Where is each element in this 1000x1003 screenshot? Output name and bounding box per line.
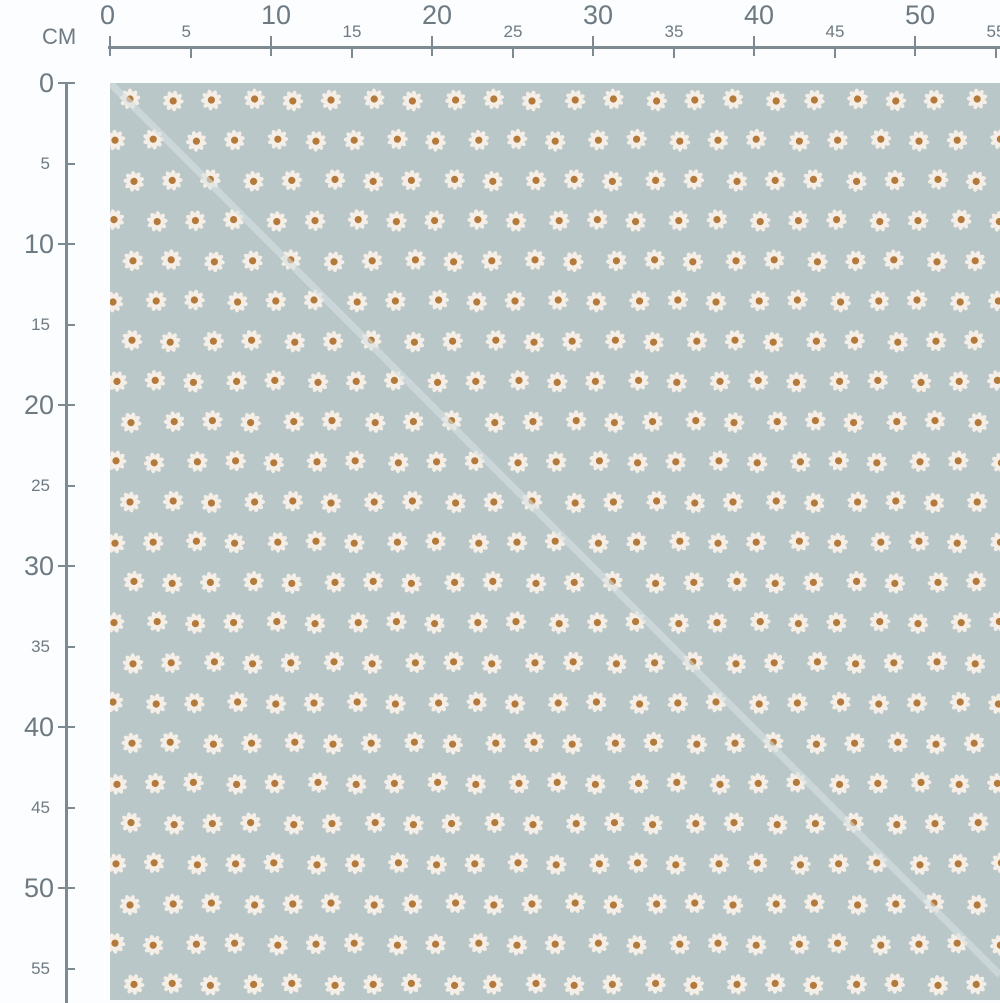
top-tick <box>512 46 514 58</box>
left-tick <box>58 726 75 728</box>
top-ruler-label: 25 <box>504 22 523 42</box>
left-tick <box>65 324 75 326</box>
left-ruler-label: 15 <box>31 315 50 335</box>
left-tick <box>58 82 75 84</box>
top-tick <box>592 36 594 56</box>
top-ruler-label: 55 <box>987 22 1000 42</box>
horizontal-ruler <box>108 46 1000 56</box>
left-tick <box>65 646 75 648</box>
left-ruler-label: 35 <box>31 637 50 657</box>
left-ruler-label: 30 <box>24 551 54 582</box>
top-tick <box>753 36 755 56</box>
left-ruler-label: 40 <box>24 712 54 743</box>
top-ruler-label: 40 <box>744 0 774 31</box>
top-ruler-label: 20 <box>422 0 452 31</box>
top-tick <box>673 46 675 58</box>
vertical-ruler <box>65 83 68 1003</box>
top-ruler-label: 0 <box>100 0 115 31</box>
top-tick <box>834 46 836 58</box>
top-ruler-label: 35 <box>665 22 684 42</box>
left-ruler-label: 20 <box>24 390 54 421</box>
top-ruler-label: 45 <box>826 22 845 42</box>
left-tick <box>58 243 75 245</box>
left-tick <box>65 485 75 487</box>
top-tick <box>431 36 433 56</box>
top-tick <box>270 36 272 56</box>
left-tick <box>58 404 75 406</box>
left-tick <box>65 163 75 165</box>
top-tick <box>190 46 192 58</box>
fabric-swatch <box>110 83 1000 1000</box>
left-ruler-label: 5 <box>41 154 50 174</box>
left-tick <box>58 887 75 889</box>
top-ruler-label: 50 <box>905 0 935 31</box>
top-tick <box>109 36 111 56</box>
left-ruler-label: 55 <box>31 959 50 979</box>
left-tick <box>58 565 75 567</box>
unit-label: CM <box>42 24 76 50</box>
left-ruler-label: 10 <box>24 229 54 260</box>
top-ruler-label: 5 <box>182 22 191 42</box>
left-ruler-label: 25 <box>31 476 50 496</box>
top-ruler-label: 15 <box>343 22 362 42</box>
top-ruler-label: 10 <box>261 0 291 31</box>
left-ruler-label: 50 <box>24 873 54 904</box>
left-ruler-label: 0 <box>39 68 54 99</box>
left-ruler-label: 45 <box>31 798 50 818</box>
top-tick <box>995 46 997 58</box>
left-tick <box>65 968 75 970</box>
top-tick <box>351 46 353 58</box>
top-ruler-label: 30 <box>583 0 613 31</box>
top-tick <box>914 36 916 56</box>
left-tick <box>65 807 75 809</box>
